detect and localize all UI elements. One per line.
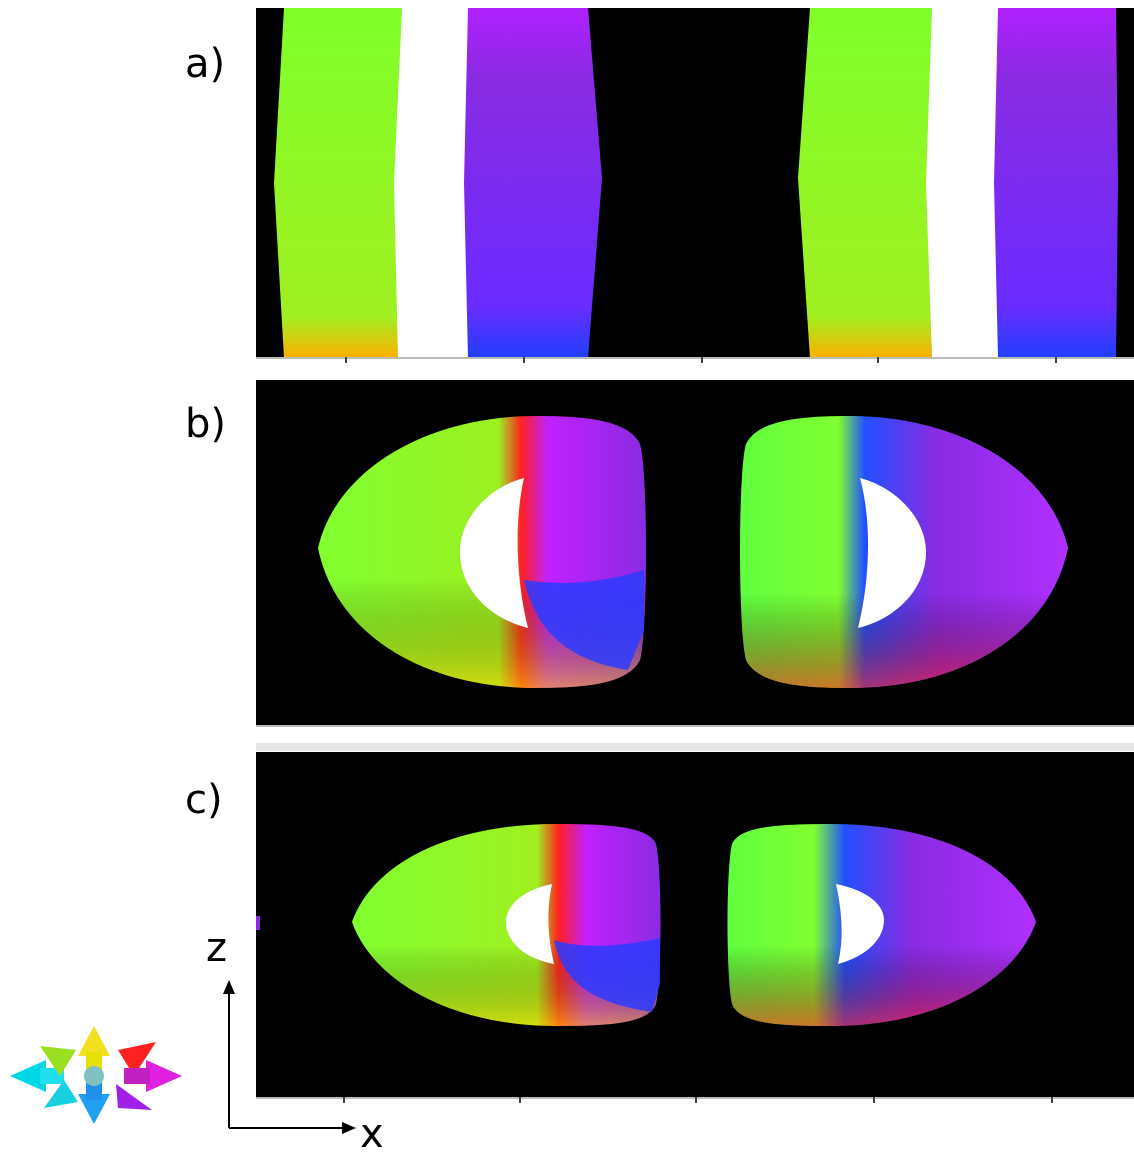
domain-b-right-core (858, 478, 926, 628)
arrow-cyan-left (10, 1060, 46, 1092)
panel-a-ticks (256, 357, 1134, 363)
panel-a-texture (274, 8, 1118, 358)
panel-c-label: c) (185, 777, 223, 823)
domain-a-right-purple (994, 8, 1118, 358)
axes-arrows (223, 980, 356, 1134)
panel-b-ticks (256, 725, 1134, 751)
panel-b-texture (318, 416, 1068, 688)
domain-a-left-purple (464, 8, 602, 358)
panel-a-label: a) (185, 41, 226, 87)
domain-b-left-blue (524, 570, 644, 670)
panel-c-texture (256, 824, 1036, 1026)
arrow-magenta-right (146, 1060, 182, 1092)
arrow-yellow-up (78, 1026, 110, 1056)
x-axis-label: x (360, 1111, 384, 1157)
z-axis-label: z (206, 925, 227, 971)
panel-c (256, 752, 1134, 1098)
arrow-green-upleft (40, 1046, 76, 1076)
domain-a-left-green (274, 8, 402, 358)
arrow-cyan-downleft (44, 1080, 78, 1108)
domain-a-right-green (798, 8, 932, 358)
panel-b (256, 380, 1134, 726)
domain-b-left-core (460, 478, 528, 628)
arrow-red-upright (118, 1042, 156, 1076)
panel-c-ticks (256, 1097, 1134, 1103)
direction-color-wheel-icon (6, 1024, 186, 1135)
domain-c-left-blue (554, 938, 660, 1012)
arrow-blue-down (78, 1094, 110, 1124)
arrow-purple-downright (116, 1084, 152, 1110)
panel-a (256, 8, 1134, 358)
z-arrowhead (223, 980, 235, 994)
domain-a-right-core (926, 8, 1004, 358)
coordinate-axes: z x (200, 920, 400, 1156)
domain-c-left-core (506, 884, 554, 964)
x-arrowhead (342, 1122, 356, 1134)
panel-b-label: b) (185, 401, 226, 447)
domain-c-right-core (836, 884, 884, 964)
domain-a-left-core (394, 8, 472, 358)
edge-mark (256, 916, 260, 930)
